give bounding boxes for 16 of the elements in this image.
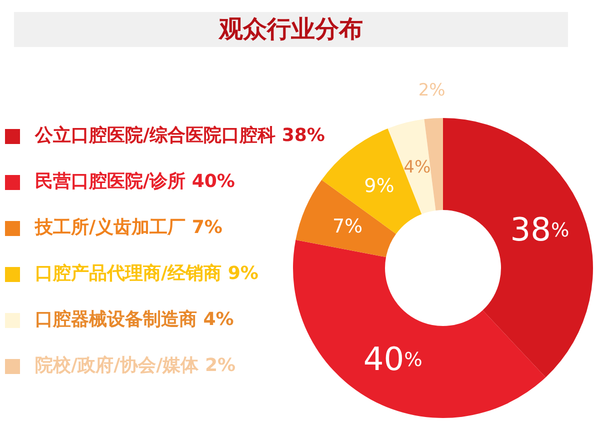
donut-slice [293, 240, 546, 418]
legend-label: 口腔器械设备制造商 4% [35, 309, 234, 331]
data-label: 7% [332, 216, 363, 238]
data-label: 40% [363, 340, 422, 378]
data-label: 38% [510, 210, 570, 249]
data-label: 4% [404, 157, 431, 178]
legend-label: 口腔产品代理商/经销商 9% [35, 263, 258, 285]
legend-label: 民营口腔医院/诊所 40% [35, 171, 235, 193]
chart-title: 观众行业分布 [14, 12, 568, 47]
data-label: 9% [364, 174, 394, 197]
donut-slice [296, 180, 396, 258]
donut-slice [443, 118, 593, 378]
legend-label: 院校/政府/协会/媒体 2% [35, 355, 236, 377]
legend-label: 公立口腔医院/综合医院口腔科 38% [35, 125, 325, 147]
data-label: 2% [418, 80, 446, 100]
legend-label: 技工所/义齿加工厂 7% [35, 217, 222, 239]
